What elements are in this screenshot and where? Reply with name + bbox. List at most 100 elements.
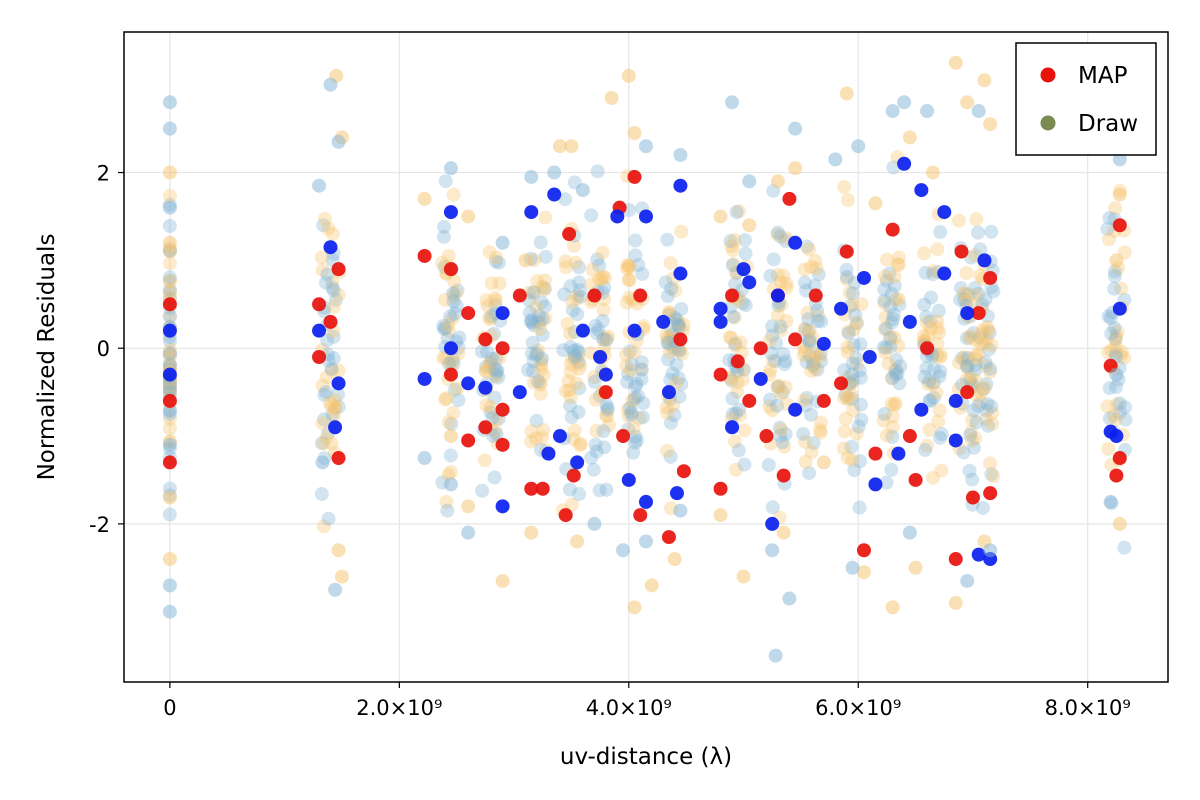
draw-point bbox=[644, 578, 659, 593]
draw-cloud-point bbox=[772, 420, 787, 435]
draw-cloud-point bbox=[877, 269, 892, 284]
draw-cloud-point bbox=[961, 287, 976, 302]
draw-cloud-point bbox=[801, 324, 816, 339]
draw-cloud-point bbox=[488, 293, 503, 308]
draw-cloud-point bbox=[964, 425, 979, 440]
draw-cloud-point bbox=[441, 317, 456, 332]
map-series bbox=[162, 156, 1127, 567]
draw-cloud-point bbox=[959, 372, 974, 387]
draw-cloud-point bbox=[731, 443, 746, 458]
draw-cloud-point bbox=[536, 422, 551, 437]
map-point bbox=[983, 270, 998, 285]
map-point bbox=[495, 402, 510, 417]
draw-cloud-point bbox=[631, 389, 646, 404]
map-point bbox=[730, 354, 745, 369]
draw-cloud-point bbox=[570, 342, 585, 357]
draw-cloud-point bbox=[326, 409, 341, 424]
map-point bbox=[598, 385, 613, 400]
draw-cloud-point bbox=[321, 511, 336, 526]
draw-cloud-point bbox=[972, 330, 987, 345]
draw-cloud-point bbox=[488, 412, 503, 427]
draw-cloud-point bbox=[561, 374, 576, 389]
map-point bbox=[1109, 468, 1124, 483]
map-point bbox=[443, 205, 458, 220]
draw-cloud-point bbox=[658, 275, 673, 290]
draw-cloud-point bbox=[324, 361, 339, 376]
draw-cloud-point bbox=[487, 390, 502, 405]
draw-cloud-point bbox=[969, 333, 984, 348]
draw-cloud-point bbox=[932, 403, 947, 418]
draw-cloud-point bbox=[1117, 540, 1132, 555]
draw-cloud-point bbox=[482, 310, 497, 325]
draw-cloud-point bbox=[485, 351, 500, 366]
draw-cloud-point bbox=[982, 325, 997, 340]
legend-marker bbox=[1040, 115, 1056, 131]
draw-cloud-point bbox=[962, 331, 977, 346]
draw-cloud-point bbox=[620, 261, 635, 276]
draw-cloud-point bbox=[162, 270, 177, 285]
draw-point bbox=[1112, 187, 1127, 202]
draw-cloud-point bbox=[325, 226, 340, 241]
draw-cloud-point bbox=[763, 268, 778, 283]
draw-cloud-point bbox=[725, 407, 740, 422]
map-point bbox=[753, 341, 768, 356]
draw-cloud-point bbox=[978, 292, 993, 307]
draw-cloud-point bbox=[1104, 343, 1119, 358]
draw-cloud-point bbox=[917, 246, 932, 261]
draw-cloud-point bbox=[804, 259, 819, 274]
draw-cloud-point bbox=[854, 412, 869, 427]
draw-cloud-point bbox=[162, 407, 177, 422]
draw-cloud-point bbox=[876, 340, 891, 355]
map-point bbox=[162, 367, 177, 382]
draw-cloud-point bbox=[659, 328, 674, 343]
x-tick-label: 6.0×10⁹ bbox=[815, 696, 901, 720]
draw-cloud-point bbox=[563, 326, 578, 341]
draw-cloud-point bbox=[663, 256, 678, 271]
draw-cloud-point bbox=[811, 308, 826, 323]
draw-cloud-point bbox=[731, 204, 746, 219]
draw-cloud-point bbox=[979, 358, 994, 373]
draw-cloud-point bbox=[986, 469, 1001, 484]
draw-cloud-point bbox=[448, 285, 463, 300]
draw-cloud-point bbox=[530, 314, 545, 329]
draw-cloud-point bbox=[571, 355, 586, 370]
draw-cloud-point bbox=[572, 381, 587, 396]
draw-cloud-point bbox=[485, 410, 500, 425]
draw-cloud-point bbox=[438, 174, 453, 189]
draw-cloud-point bbox=[799, 355, 814, 370]
draw-cloud-point bbox=[628, 233, 643, 248]
draw-cloud-point bbox=[770, 225, 785, 240]
draw-cloud-point bbox=[771, 379, 786, 394]
data-points bbox=[162, 55, 1127, 663]
draw-cloud-point bbox=[887, 278, 902, 293]
draw-cloud-point bbox=[975, 500, 990, 515]
draw-cloud-point bbox=[570, 307, 585, 322]
draw-cloud-point bbox=[450, 381, 465, 396]
draw-cloud-point bbox=[572, 487, 587, 502]
draw-cloud-point bbox=[491, 370, 506, 385]
draw-cloud-point bbox=[571, 260, 586, 275]
draw-cloud-point bbox=[162, 346, 177, 361]
map-point bbox=[535, 481, 550, 496]
draw-cloud-point bbox=[772, 378, 787, 393]
draw-cloud-point bbox=[765, 328, 780, 343]
map-point bbox=[971, 547, 986, 562]
draw-cloud-point bbox=[316, 436, 331, 451]
draw-cloud-point bbox=[315, 378, 330, 393]
draw-cloud-point bbox=[853, 454, 868, 469]
draw-cloud-point bbox=[1118, 412, 1133, 427]
draw-cloud-point bbox=[933, 225, 948, 240]
draw-cloud-point bbox=[632, 411, 647, 426]
draw-cloud-point bbox=[841, 392, 856, 407]
draw-cloud-point bbox=[960, 359, 975, 374]
draw-cloud-point bbox=[798, 454, 813, 469]
draw-cloud-point bbox=[601, 329, 616, 344]
map-point bbox=[616, 429, 631, 444]
draw-cloud-point bbox=[846, 338, 861, 353]
draw-cloud-point bbox=[918, 442, 933, 457]
draw-cloud-point bbox=[660, 443, 675, 458]
draw-cloud-point bbox=[162, 421, 177, 436]
draw-point bbox=[443, 161, 458, 176]
draw-cloud-point bbox=[1112, 396, 1127, 411]
draw-cloud-point bbox=[851, 419, 866, 434]
